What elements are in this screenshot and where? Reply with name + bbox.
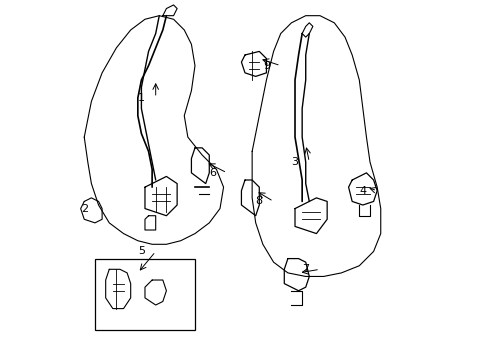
Text: 1: 1 <box>138 93 145 103</box>
Bar <box>95 258 195 330</box>
Text: 6: 6 <box>209 168 217 178</box>
Text: 3: 3 <box>292 157 298 167</box>
Text: 8: 8 <box>256 197 263 206</box>
Text: 9: 9 <box>263 61 270 71</box>
Text: 4: 4 <box>359 186 367 196</box>
Text: 2: 2 <box>81 203 88 213</box>
Text: 7: 7 <box>302 264 309 274</box>
Text: 5: 5 <box>138 247 145 256</box>
